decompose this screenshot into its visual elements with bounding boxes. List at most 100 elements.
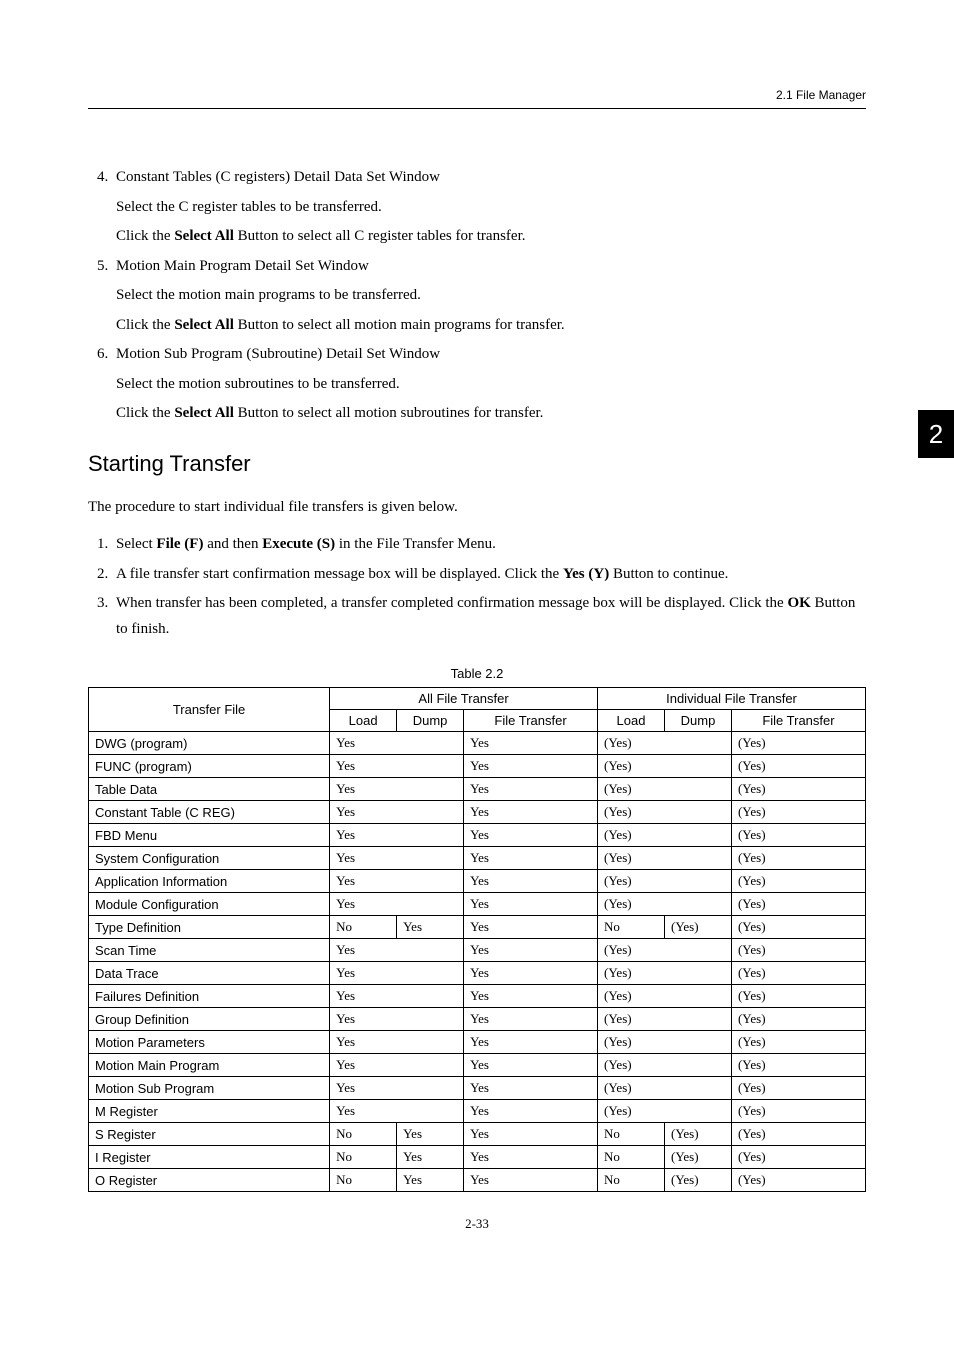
cell-all-load-dump: Yes (330, 985, 464, 1008)
top-numbered-list: Constant Tables (C registers) Detail Dat… (88, 165, 866, 427)
cell-ind-ft: (Yes) (731, 939, 865, 962)
chapter-tab: 2 (918, 410, 954, 458)
cell-label: Motion Sub Program (89, 1077, 330, 1100)
cell-label: Module Configuration (89, 893, 330, 916)
table-row: Type DefinitionNoYesYesNo(Yes)(Yes) (89, 916, 866, 939)
bold-label: File (F) (156, 536, 203, 552)
table-row: FBD MenuYesYes(Yes)(Yes) (89, 824, 866, 847)
table-row: M RegisterYesYes(Yes)(Yes) (89, 1100, 866, 1123)
cell-ind-load-dump: (Yes) (598, 801, 732, 824)
cell-ind-ft: (Yes) (731, 1169, 865, 1192)
table-row: Failures DefinitionYesYes(Yes)(Yes) (89, 985, 866, 1008)
cell-all-ft: Yes (464, 1169, 598, 1192)
table-caption: Table 2.2 (88, 666, 866, 681)
table-row: S RegisterNoYesYesNo(Yes)(Yes) (89, 1123, 866, 1146)
cell-all-ft: Yes (464, 939, 598, 962)
cell-all-load-dump: Yes (330, 778, 464, 801)
cell-all-load-dump: Yes (330, 1031, 464, 1054)
table-row: Motion Sub ProgramYesYes(Yes)(Yes) (89, 1077, 866, 1100)
cell-ind-ft: (Yes) (731, 916, 865, 939)
cell-all-load-dump: Yes (330, 801, 464, 824)
table-row: System ConfigurationYesYes(Yes)(Yes) (89, 847, 866, 870)
cell-all-load-dump: Yes (330, 939, 464, 962)
bold-label: Execute (S) (262, 536, 335, 552)
table-row: Group DefinitionYesYes(Yes)(Yes) (89, 1008, 866, 1031)
cell-label: M Register (89, 1100, 330, 1123)
cell-all-load-dump: Yes (330, 870, 464, 893)
bold-label: Yes (Y) (563, 566, 609, 582)
table-row: Module ConfigurationYesYes(Yes)(Yes) (89, 893, 866, 916)
cell-all-load-dump: Yes (330, 962, 464, 985)
step-item: When transfer has been completed, a tran… (112, 591, 866, 642)
cell-all-load-dump: Yes (330, 824, 464, 847)
cell-ind-load-dump: (Yes) (598, 778, 732, 801)
cell-all-load-dump: Yes (330, 732, 464, 755)
cell-all-ft: Yes (464, 824, 598, 847)
cell-all-ft: Yes (464, 847, 598, 870)
cell-all-load: No (330, 1146, 397, 1169)
cell-label: O Register (89, 1169, 330, 1192)
cell-ind-ft: (Yes) (731, 1054, 865, 1077)
cell-ind-dump: (Yes) (664, 1146, 731, 1169)
cell-all-load: No (330, 1169, 397, 1192)
chapter-number: 2 (929, 419, 943, 450)
list-item: Motion Main Program Detail Set Window Sel… (112, 254, 866, 339)
cell-all-ft: Yes (464, 755, 598, 778)
cell-label: FUNC (program) (89, 755, 330, 778)
list-item-title: Constant Tables (C registers) Detail Dat… (116, 169, 440, 185)
transfer-table: Transfer File All File Transfer Individu… (88, 687, 866, 1192)
table-row: Constant Table (C REG)YesYes(Yes)(Yes) (89, 801, 866, 824)
list-item-line: Click the Select All Button to select al… (116, 224, 866, 250)
cell-ind-load-dump: (Yes) (598, 1100, 732, 1123)
cell-all-load-dump: Yes (330, 1100, 464, 1123)
cell-ind-ft: (Yes) (731, 1146, 865, 1169)
cell-ind-load-dump: (Yes) (598, 1008, 732, 1031)
cell-ind-ft: (Yes) (731, 1100, 865, 1123)
page: 2.1 File Manager 2 Constant Tables (C re… (0, 0, 954, 1351)
cell-ind-ft: (Yes) (731, 801, 865, 824)
list-item-line: Select the C register tables to be trans… (116, 195, 866, 221)
cell-all-dump: Yes (397, 1123, 464, 1146)
cell-ind-load-dump: (Yes) (598, 939, 732, 962)
cell-all-ft: Yes (464, 778, 598, 801)
cell-all-ft: Yes (464, 1146, 598, 1169)
cell-ind-load-dump: (Yes) (598, 1077, 732, 1100)
list-item-line: Click the Select All Button to select al… (116, 401, 866, 427)
bold-label: Select All (174, 317, 234, 333)
list-item-line: Select the motion subroutines to be tran… (116, 372, 866, 398)
cell-ind-ft: (Yes) (731, 755, 865, 778)
cell-label: Scan Time (89, 939, 330, 962)
list-item-title: Motion Main Program Detail Set Window (116, 258, 369, 274)
cell-ind-load-dump: (Yes) (598, 1054, 732, 1077)
cell-ind-load-dump: (Yes) (598, 962, 732, 985)
cell-ind-load: No (598, 1146, 665, 1169)
cell-all-ft: Yes (464, 801, 598, 824)
cell-ind-ft: (Yes) (731, 870, 865, 893)
table-row: O RegisterNoYesYesNo(Yes)(Yes) (89, 1169, 866, 1192)
cell-ind-ft: (Yes) (731, 847, 865, 870)
cell-all-ft: Yes (464, 1031, 598, 1054)
table-row: Table DataYesYes(Yes)(Yes) (89, 778, 866, 801)
cell-all-ft: Yes (464, 870, 598, 893)
th-all-file-transfer: All File Transfer (330, 688, 598, 710)
th-ind-ft: File Transfer (731, 710, 865, 732)
cell-ind-ft: (Yes) (731, 893, 865, 916)
cell-label: Type Definition (89, 916, 330, 939)
cell-all-dump: Yes (397, 1169, 464, 1192)
list-item: Motion Sub Program (Subroutine) Detail S… (112, 342, 866, 427)
cell-ind-ft: (Yes) (731, 732, 865, 755)
page-footer: 2-33 (88, 1216, 866, 1232)
cell-all-load-dump: Yes (330, 1008, 464, 1031)
cell-all-ft: Yes (464, 985, 598, 1008)
cell-label: S Register (89, 1123, 330, 1146)
bold-label: Select All (174, 405, 234, 421)
table-row: FUNC (program)YesYes(Yes)(Yes) (89, 755, 866, 778)
cell-ind-ft: (Yes) (731, 985, 865, 1008)
cell-ind-load-dump: (Yes) (598, 824, 732, 847)
cell-all-load-dump: Yes (330, 847, 464, 870)
th-ind-load: Load (598, 710, 665, 732)
intro-paragraph: The procedure to start individual file t… (88, 495, 866, 521)
cell-ind-load-dump: (Yes) (598, 732, 732, 755)
cell-ind-load-dump: (Yes) (598, 847, 732, 870)
th-transfer-file: Transfer File (89, 688, 330, 732)
